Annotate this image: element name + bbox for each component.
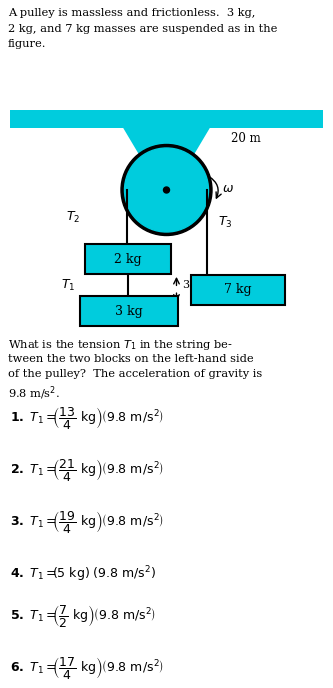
Text: $T_3$: $T_3$ — [218, 215, 233, 230]
Text: 9.8 m/s$^2$.: 9.8 m/s$^2$. — [8, 385, 60, 402]
Circle shape — [121, 144, 212, 235]
Text: $\mathbf{3.}$ $T_1 = $: $\mathbf{3.}$ $T_1 = $ — [10, 515, 57, 530]
Text: 3.3 m: 3.3 m — [183, 280, 215, 290]
Text: 20 m: 20 m — [230, 131, 260, 144]
Text: 2 kg, and 7 kg masses are suspended as in the: 2 kg, and 7 kg masses are suspended as i… — [8, 23, 277, 34]
FancyBboxPatch shape — [85, 244, 171, 274]
Polygon shape — [123, 128, 210, 170]
Text: $\mathbf{6.}$ $T_1 = $: $\mathbf{6.}$ $T_1 = $ — [10, 660, 57, 676]
Text: $\mathbf{5.}$ $T_1 = $: $\mathbf{5.}$ $T_1 = $ — [10, 608, 57, 623]
Polygon shape — [148, 144, 185, 170]
Text: $\left(\dfrac{7}{2}\ \mathrm{kg}\right)\left(9.8\ \mathrm{m/s}^2\right)$: $\left(\dfrac{7}{2}\ \mathrm{kg}\right)\… — [52, 603, 156, 629]
Text: figure.: figure. — [8, 39, 47, 49]
Text: $\left(\dfrac{13}{4}\ \mathrm{kg}\right)\left(9.8\ \mathrm{m/s}^2\right)$: $\left(\dfrac{13}{4}\ \mathrm{kg}\right)… — [52, 405, 164, 431]
Text: $T_2$: $T_2$ — [66, 209, 80, 224]
Text: $\left(\dfrac{21}{4}\ \mathrm{kg}\right)\left(9.8\ \mathrm{m/s}^2\right)$: $\left(\dfrac{21}{4}\ \mathrm{kg}\right)… — [52, 457, 164, 483]
Text: tween the two blocks on the left-hand side: tween the two blocks on the left-hand si… — [8, 354, 254, 363]
Text: 3 kg: 3 kg — [115, 305, 143, 317]
Text: 7 kg: 7 kg — [224, 283, 252, 297]
Text: $\mathbf{2.}$ $T_1 = $: $\mathbf{2.}$ $T_1 = $ — [10, 462, 57, 477]
Text: $\left(\dfrac{17}{4}\ \mathrm{kg}\right)\left(9.8\ \mathrm{m/s}^2\right)$: $\left(\dfrac{17}{4}\ \mathrm{kg}\right)… — [52, 655, 164, 681]
Text: $\mathbf{1.}$ $T_1 = $: $\mathbf{1.}$ $T_1 = $ — [10, 411, 57, 426]
Text: $T_1$: $T_1$ — [61, 277, 75, 292]
FancyBboxPatch shape — [80, 296, 178, 326]
Circle shape — [164, 187, 169, 193]
Text: $\omega$: $\omega$ — [222, 182, 234, 195]
Text: of the pulley?  The acceleration of gravity is: of the pulley? The acceleration of gravi… — [8, 369, 262, 379]
Circle shape — [125, 148, 208, 232]
Text: A pulley is massless and frictionless.  3 kg,: A pulley is massless and frictionless. 3… — [8, 8, 255, 18]
Text: $\left(\dfrac{19}{4}\ \mathrm{kg}\right)\left(9.8\ \mathrm{m/s}^2\right)$: $\left(\dfrac{19}{4}\ \mathrm{kg}\right)… — [52, 509, 164, 535]
Text: $\mathbf{4.}$ $T_1 = $: $\mathbf{4.}$ $T_1 = $ — [10, 566, 57, 581]
Bar — [10, 110, 323, 128]
Text: What is the tension $T_1$ in the string be-: What is the tension $T_1$ in the string … — [8, 338, 233, 352]
Text: 2 kg: 2 kg — [115, 252, 142, 266]
Text: $(5\ \mathrm{kg})\ (9.8\ \mathrm{m/s}^2)$: $(5\ \mathrm{kg})\ (9.8\ \mathrm{m/s}^2)… — [52, 564, 156, 584]
FancyBboxPatch shape — [191, 275, 285, 305]
